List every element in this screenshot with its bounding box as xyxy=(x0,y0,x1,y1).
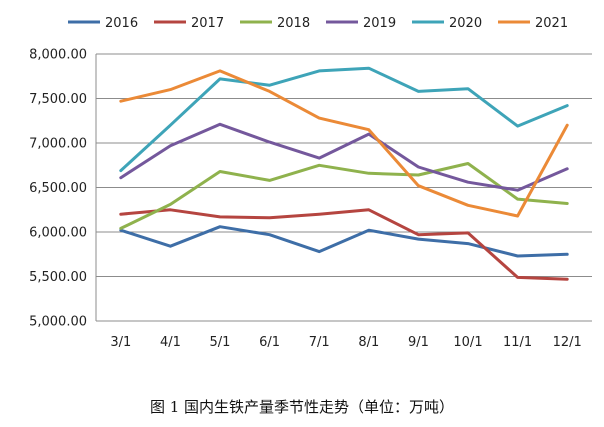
y-tick-label: 7,500.00 xyxy=(29,92,87,107)
figure-caption: 图 1 国内生铁产量季节性走势（单位：万吨） xyxy=(149,398,455,416)
y-tick-label: 5,500.00 xyxy=(29,270,87,285)
legend-label-2018: 2018 xyxy=(277,16,310,31)
series-line-2018 xyxy=(119,162,569,230)
y-axis: 5,000.00 5,500.00 6,000.00 6,500.00 7,000.00… xyxy=(29,48,97,330)
series-line-2019 xyxy=(119,122,569,192)
legend-label-2017: 2017 xyxy=(191,16,224,31)
x-tick-label: 9/1 xyxy=(408,335,429,350)
x-tick-label: 7/1 xyxy=(309,335,330,350)
y-tick-label: 6,500.00 xyxy=(29,181,87,196)
legend-label-2020: 2020 xyxy=(449,16,482,31)
y-tick-label: 5,000.00 xyxy=(29,315,87,330)
x-tick-label: 3/1 xyxy=(110,335,131,350)
series-line-2021 xyxy=(119,69,569,218)
x-tick-label: 12/1 xyxy=(553,335,582,350)
legend-label-2021: 2021 xyxy=(535,16,568,31)
x-tick-label: 5/1 xyxy=(210,335,231,350)
legend-label-2019: 2019 xyxy=(363,16,396,31)
y-tick-label: 6,000.00 xyxy=(29,226,87,241)
line-chart: 2016 2017 2018 2019 2020 2021 5,000.00 5,500.0… xyxy=(29,16,592,350)
x-tick-label: 4/1 xyxy=(160,335,181,350)
series-line-2020 xyxy=(119,66,569,173)
x-tick-label: 6/1 xyxy=(259,335,280,350)
x-tick-label: 10/1 xyxy=(453,335,482,350)
x-tick-label: 11/1 xyxy=(503,335,532,350)
series-line-2016 xyxy=(119,225,569,258)
x-axis: 3/1 4/1 5/1 6/1 7/1 8/1 9/1 10/1 11/1 12/1 xyxy=(110,335,581,350)
series-lines xyxy=(119,66,569,281)
y-tick-label: 7,000.00 xyxy=(29,137,87,152)
y-tick-label: 8,000.00 xyxy=(29,48,87,63)
legend: 2016 2017 2018 2019 2020 2021 xyxy=(68,16,568,31)
x-tick-label: 8/1 xyxy=(358,335,379,350)
legend-label-2016: 2016 xyxy=(105,16,138,31)
series-line-2017 xyxy=(119,208,569,281)
gridlines xyxy=(96,53,592,322)
